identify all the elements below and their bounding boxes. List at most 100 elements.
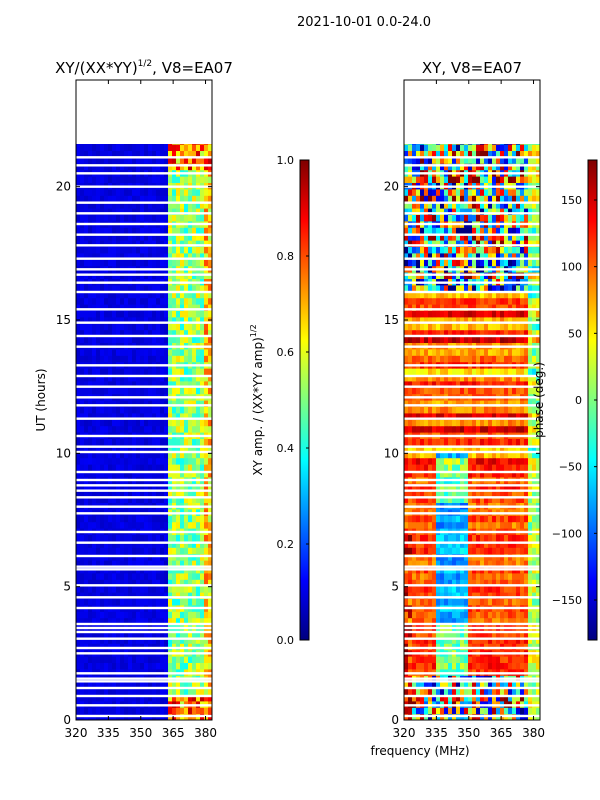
heatmap-cell bbox=[476, 681, 481, 689]
heatmap-cell bbox=[504, 412, 509, 420]
heatmap-cell bbox=[208, 451, 212, 459]
heatmap-cell bbox=[184, 521, 189, 529]
heatmap-cell bbox=[180, 438, 185, 446]
heatmap-cell bbox=[100, 208, 105, 215]
heatmap-cell bbox=[132, 451, 137, 459]
heatmap-cell bbox=[156, 425, 161, 433]
heatmap-cell bbox=[520, 592, 525, 599]
heatmap-cell bbox=[180, 412, 185, 420]
heatmap-cell bbox=[200, 329, 205, 337]
heatmap-cell bbox=[208, 304, 212, 311]
heatmap-cell bbox=[444, 521, 449, 529]
heatmap-cell bbox=[444, 438, 449, 446]
heatmap-cell bbox=[140, 572, 145, 580]
heatmap-cell bbox=[196, 412, 201, 420]
heatmap-cell bbox=[436, 656, 441, 663]
heatmap-cell bbox=[156, 336, 161, 343]
heatmap-cell bbox=[496, 412, 501, 420]
heatmap-cell bbox=[456, 470, 461, 478]
heatmap-cell bbox=[108, 515, 113, 523]
heatmap-cell bbox=[116, 406, 121, 414]
heatmap-cell bbox=[108, 611, 113, 619]
heatmap-cell bbox=[204, 240, 209, 247]
heatmap-cell bbox=[84, 208, 89, 215]
heatmap-cell bbox=[520, 451, 525, 459]
heatmap-cell bbox=[176, 176, 181, 183]
heatmap-cell bbox=[448, 540, 453, 548]
heatmap-cell bbox=[88, 688, 93, 695]
heatmap-cell bbox=[152, 406, 157, 414]
flagged-row bbox=[76, 244, 212, 247]
heatmap-cell bbox=[88, 329, 93, 337]
heatmap-cell bbox=[408, 540, 413, 548]
heatmap-cell bbox=[440, 406, 445, 414]
heatmap-cell bbox=[184, 329, 189, 337]
heatmap-cell bbox=[408, 598, 413, 606]
heatmap-cell bbox=[124, 291, 129, 299]
heatmap-cell bbox=[516, 425, 521, 433]
heatmap-cell bbox=[100, 336, 105, 343]
heatmap-cell bbox=[476, 636, 481, 644]
heatmap-cell bbox=[76, 374, 81, 382]
heatmap-cell bbox=[84, 681, 89, 689]
heatmap-cell bbox=[524, 592, 529, 599]
heatmap-cell bbox=[180, 489, 185, 497]
heatmap-cell bbox=[516, 387, 521, 395]
heatmap-cell bbox=[184, 176, 189, 183]
heatmap-cell bbox=[524, 515, 529, 523]
heatmap-cell bbox=[504, 585, 509, 593]
heatmap-cell bbox=[156, 201, 161, 209]
heatmap-cell bbox=[528, 496, 533, 503]
heatmap-cell bbox=[84, 464, 89, 471]
heatmap-cell bbox=[200, 156, 205, 164]
heatmap-cell bbox=[204, 144, 209, 145]
heatmap-cell bbox=[200, 489, 205, 497]
heatmap-cell bbox=[92, 259, 97, 267]
heatmap-cell bbox=[408, 636, 413, 644]
heatmap-cell bbox=[200, 643, 205, 651]
heatmap-cell bbox=[176, 144, 181, 151]
heatmap-cell bbox=[480, 572, 485, 580]
heatmap-cell bbox=[504, 630, 509, 638]
heatmap-cell bbox=[164, 457, 169, 465]
heatmap-cell bbox=[152, 150, 157, 158]
heatmap-cell bbox=[116, 355, 121, 363]
heatmap-cell bbox=[120, 150, 125, 158]
heatmap-cell bbox=[108, 227, 113, 235]
heatmap-cell bbox=[204, 400, 209, 407]
heatmap-cell bbox=[152, 681, 157, 689]
heatmap-cell bbox=[464, 406, 469, 414]
heatmap-cell bbox=[408, 406, 413, 414]
heatmap-cell bbox=[444, 534, 449, 542]
heatmap-cell bbox=[80, 291, 85, 299]
heatmap-cell bbox=[464, 380, 469, 388]
heatmap-cell bbox=[140, 310, 145, 318]
heatmap-cell bbox=[436, 630, 441, 638]
heatmap-cell bbox=[416, 451, 421, 459]
heatmap-cell bbox=[196, 284, 201, 292]
heatmap-cell bbox=[160, 617, 165, 625]
heatmap-cell bbox=[448, 444, 453, 452]
heatmap-cell bbox=[476, 521, 481, 529]
heatmap-cell bbox=[136, 233, 141, 241]
heatmap-cell bbox=[196, 380, 201, 388]
heatmap-cell bbox=[204, 419, 209, 427]
heatmap-cell bbox=[120, 611, 125, 619]
heatmap-cell bbox=[144, 163, 149, 171]
heatmap-cell bbox=[116, 681, 121, 689]
heatmap-cell bbox=[472, 412, 477, 420]
heatmap-cell bbox=[424, 547, 429, 555]
heatmap-cell bbox=[152, 636, 157, 644]
heatmap-cell bbox=[176, 464, 181, 471]
heatmap-cell bbox=[184, 201, 189, 209]
heatmap-cell bbox=[128, 233, 133, 241]
heatmap-cell bbox=[440, 457, 445, 465]
heatmap-cell bbox=[496, 534, 501, 542]
heatmap-cell bbox=[108, 643, 113, 651]
heatmap-cell bbox=[408, 688, 413, 695]
heatmap-cell bbox=[148, 176, 153, 183]
heatmap-cell bbox=[488, 444, 493, 452]
heatmap-cell bbox=[468, 470, 473, 478]
heatmap-cell bbox=[504, 540, 509, 548]
heatmap-cell bbox=[100, 617, 105, 625]
